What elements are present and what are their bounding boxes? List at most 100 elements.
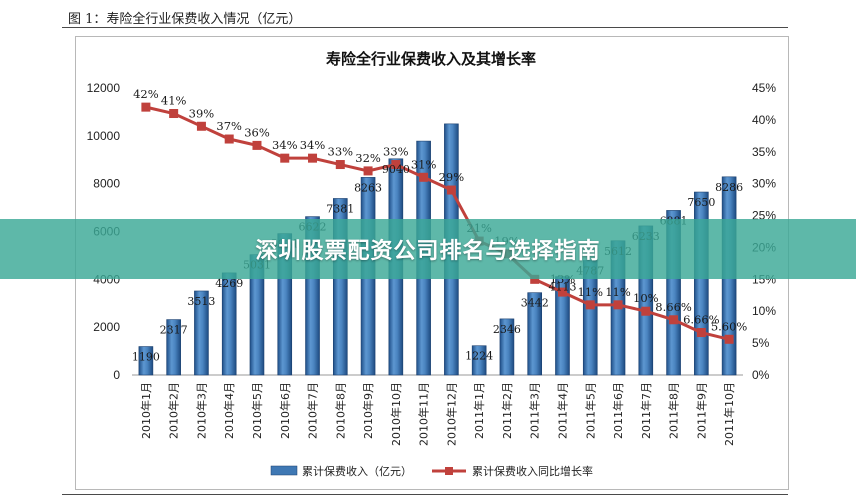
line-point	[530, 274, 540, 284]
line-point	[224, 134, 234, 144]
bar	[194, 290, 209, 376]
bar-value-label: 7650	[687, 196, 715, 209]
x-tick-labels: 2010年1月 2010年2月 2010年3月 2010年4月 2010年5月 2010年…	[139, 382, 736, 446]
x-tick-label: 2010年9月	[361, 382, 375, 439]
growth-value-label: 34%	[272, 138, 298, 152]
x-tick-label: 2010年3月	[194, 382, 208, 439]
growth-value-label: 11%	[605, 285, 631, 299]
bar-value-label: 3442	[521, 297, 549, 310]
y-left-tick-label: 8000	[93, 177, 120, 191]
bar-value-label: 7381	[326, 202, 354, 215]
growth-line	[145, 105, 730, 341]
bar	[138, 346, 154, 376]
line-point	[335, 160, 345, 170]
growth-value-label: 31%	[411, 157, 437, 171]
growth-value-label: 10%	[633, 291, 659, 305]
bar-value-label: 1190	[132, 351, 160, 364]
bar	[527, 292, 543, 376]
line-point	[196, 121, 206, 131]
legend-line-marker	[445, 467, 453, 475]
x-tick-label: 2011年4月	[555, 382, 569, 439]
line-point	[252, 140, 262, 150]
bar-value-label: 2346	[493, 323, 521, 336]
y-right-tick-label: 30%	[752, 177, 776, 191]
growth-value-label: 32%	[355, 151, 381, 165]
x-tick-label: 2011年1月	[472, 382, 486, 439]
y-right-tick-label: 5%	[752, 336, 770, 350]
x-tick-label: 2010年8月	[333, 382, 347, 439]
bar-value-label: 9040	[382, 163, 410, 176]
line-point	[669, 315, 679, 325]
bar	[499, 318, 515, 376]
figure-caption: 图 1：寿险全行业保费收入情况（亿元）	[68, 12, 302, 27]
line-point	[613, 300, 623, 310]
growth-value-label: 42%	[133, 87, 159, 101]
growth-value-label: 6.66%	[683, 313, 720, 327]
growth-value-label: 8.66%	[655, 300, 692, 314]
y-left-tick-label: 0	[113, 368, 120, 382]
growth-value-label: 29%	[439, 170, 465, 184]
line-point	[141, 102, 151, 112]
growth-value-label: 33%	[383, 145, 409, 159]
y-right-tick-label: 35%	[752, 145, 776, 159]
x-tick-label: 2011年8月	[667, 382, 681, 439]
line-point	[419, 172, 429, 182]
x-tick-label: 2011年10月	[722, 382, 736, 446]
y-right-tick-label: 45%	[752, 81, 776, 95]
line-point	[363, 166, 373, 176]
y-left-tick-label: 2000	[93, 320, 120, 334]
x-tick-label: 2011年3月	[528, 382, 542, 439]
x-tick-label: 2010年10月	[389, 382, 403, 446]
line-point	[446, 185, 456, 195]
legend-bar-label: 累计保费收入（亿元）	[302, 464, 412, 478]
x-tick-label: 2010年11月	[417, 382, 431, 446]
bottom-rule	[62, 494, 788, 495]
x-tick-label: 2010年4月	[222, 382, 236, 439]
legend-line-label: 累计保费收入同比增长率	[472, 464, 593, 478]
legend-bar-swatch	[270, 465, 298, 476]
growth-value-label: 5.60%	[711, 319, 748, 333]
bar-value-label: 1224	[465, 350, 493, 363]
y-left-tick-label: 12000	[87, 81, 121, 95]
bar-value-label: 4269	[215, 277, 243, 290]
line-point	[308, 153, 318, 163]
line-point	[391, 160, 401, 170]
y-right-tick-label: 10%	[752, 304, 776, 318]
growth-value-label: 11%	[577, 285, 603, 299]
banner-text: 深圳股票配资公司排名与选择指南	[255, 239, 601, 264]
x-tick-label: 2011年2月	[500, 382, 514, 439]
line-point	[724, 334, 734, 344]
chart-title: 寿险全行业保费收入及其增长率	[326, 50, 536, 68]
y-right-tick-label: 40%	[752, 113, 776, 127]
x-tick-label: 2010年1月	[139, 382, 153, 439]
growth-value-label: 34%	[300, 138, 326, 152]
chart-legend: 累计保费收入（亿元） 累计保费收入同比增长率	[270, 464, 593, 478]
x-tick-label: 2010年12月	[444, 382, 458, 446]
bar-value-label: 2317	[160, 324, 188, 337]
bar	[166, 319, 181, 376]
bar-value-label: 3513	[187, 295, 215, 308]
x-tick-label: 2010年6月	[278, 382, 292, 439]
x-tick-label: 2011年7月	[639, 382, 653, 439]
growth-value-label: 36%	[244, 125, 270, 139]
y-right-tick-label: 0%	[752, 368, 770, 382]
line-point	[280, 153, 290, 163]
x-tick-label: 2010年2月	[167, 382, 181, 439]
growth-value-label: 39%	[189, 106, 215, 120]
line-point	[696, 328, 706, 338]
bar-value-label: 4113	[548, 281, 576, 294]
x-tick-label: 2010年7月	[306, 382, 320, 439]
growth-value-label: 33%	[328, 145, 354, 159]
overlay-banner: 深圳股票配资公司排名与选择指南	[0, 219, 856, 279]
x-tick-label: 2010年5月	[250, 382, 264, 439]
line-series	[141, 102, 734, 344]
growth-value-label: 41%	[161, 94, 187, 108]
growth-value-label: 37%	[216, 119, 242, 133]
line-point	[557, 287, 567, 297]
caption-rule	[62, 27, 788, 28]
line-point	[169, 109, 179, 119]
bar	[471, 345, 487, 376]
line-point	[585, 300, 595, 310]
x-tick-label: 2011年5月	[583, 382, 597, 439]
bar-value-label: 8263	[354, 181, 382, 194]
